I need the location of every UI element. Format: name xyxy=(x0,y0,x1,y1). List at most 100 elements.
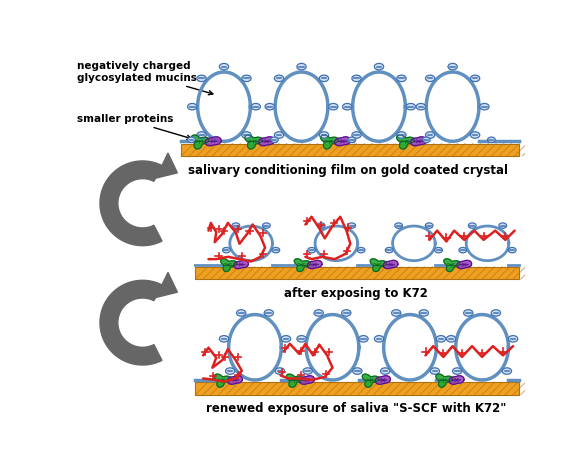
Bar xyxy=(195,382,518,395)
Polygon shape xyxy=(410,137,426,146)
Ellipse shape xyxy=(197,75,206,82)
Ellipse shape xyxy=(265,103,275,110)
Ellipse shape xyxy=(262,223,271,228)
Ellipse shape xyxy=(397,75,406,82)
Ellipse shape xyxy=(395,223,402,228)
Bar xyxy=(195,267,518,279)
Ellipse shape xyxy=(226,368,235,374)
Ellipse shape xyxy=(275,75,284,82)
Ellipse shape xyxy=(397,132,406,138)
Ellipse shape xyxy=(242,75,251,82)
Polygon shape xyxy=(245,135,262,149)
Ellipse shape xyxy=(459,247,466,253)
Polygon shape xyxy=(234,260,248,269)
Ellipse shape xyxy=(314,310,324,316)
Ellipse shape xyxy=(353,368,362,374)
Ellipse shape xyxy=(297,336,306,342)
Ellipse shape xyxy=(448,63,457,70)
Text: renewed exposure of saliva "S-SCF with K72": renewed exposure of saliva "S-SCF with K… xyxy=(206,403,506,415)
Ellipse shape xyxy=(308,247,315,253)
Ellipse shape xyxy=(374,336,384,342)
Polygon shape xyxy=(375,376,391,384)
Ellipse shape xyxy=(430,368,440,374)
Ellipse shape xyxy=(232,223,240,228)
Ellipse shape xyxy=(416,103,426,110)
Ellipse shape xyxy=(385,247,393,253)
Ellipse shape xyxy=(348,223,356,228)
Ellipse shape xyxy=(463,310,473,316)
Ellipse shape xyxy=(319,75,329,82)
Bar xyxy=(181,144,518,156)
Ellipse shape xyxy=(423,137,430,142)
Polygon shape xyxy=(259,137,275,146)
Ellipse shape xyxy=(503,368,511,374)
Ellipse shape xyxy=(275,132,284,138)
Ellipse shape xyxy=(219,336,229,342)
Polygon shape xyxy=(220,259,237,272)
Ellipse shape xyxy=(297,63,306,70)
Polygon shape xyxy=(321,135,338,149)
Ellipse shape xyxy=(508,336,518,342)
Ellipse shape xyxy=(381,368,390,374)
Ellipse shape xyxy=(188,103,197,110)
Ellipse shape xyxy=(342,310,351,316)
Ellipse shape xyxy=(426,132,435,138)
Ellipse shape xyxy=(251,103,261,110)
Ellipse shape xyxy=(282,336,291,342)
Ellipse shape xyxy=(264,310,273,316)
Polygon shape xyxy=(300,376,314,384)
Ellipse shape xyxy=(352,75,361,82)
Ellipse shape xyxy=(188,137,195,142)
Ellipse shape xyxy=(499,223,507,228)
Text: smaller proteins: smaller proteins xyxy=(77,114,191,140)
Ellipse shape xyxy=(237,310,246,316)
Ellipse shape xyxy=(317,223,325,228)
Polygon shape xyxy=(396,135,414,149)
Polygon shape xyxy=(335,137,350,146)
Ellipse shape xyxy=(436,336,445,342)
Polygon shape xyxy=(294,259,310,272)
Polygon shape xyxy=(205,137,221,146)
Ellipse shape xyxy=(348,137,356,142)
Ellipse shape xyxy=(435,247,442,253)
Ellipse shape xyxy=(419,310,429,316)
Ellipse shape xyxy=(480,103,489,110)
Ellipse shape xyxy=(219,63,229,70)
Ellipse shape xyxy=(319,132,329,138)
Polygon shape xyxy=(436,374,452,387)
Ellipse shape xyxy=(242,132,251,138)
Polygon shape xyxy=(449,376,464,384)
Ellipse shape xyxy=(470,75,480,82)
Polygon shape xyxy=(156,272,177,297)
Ellipse shape xyxy=(271,137,278,142)
Ellipse shape xyxy=(275,368,285,374)
Ellipse shape xyxy=(468,223,476,228)
Ellipse shape xyxy=(487,137,495,142)
Ellipse shape xyxy=(352,132,361,138)
Polygon shape xyxy=(307,260,322,269)
Ellipse shape xyxy=(357,247,365,253)
Polygon shape xyxy=(214,374,231,387)
Ellipse shape xyxy=(374,63,384,70)
Ellipse shape xyxy=(197,132,206,138)
Ellipse shape xyxy=(491,310,501,316)
Polygon shape xyxy=(444,259,460,272)
Ellipse shape xyxy=(329,103,338,110)
Polygon shape xyxy=(100,161,162,246)
Text: salivary conditioning film on gold coated crystal: salivary conditioning film on gold coate… xyxy=(188,164,508,177)
Polygon shape xyxy=(227,376,243,384)
Polygon shape xyxy=(156,153,177,178)
Polygon shape xyxy=(370,259,387,272)
Ellipse shape xyxy=(452,368,462,374)
Polygon shape xyxy=(362,374,379,387)
Polygon shape xyxy=(100,280,162,365)
Polygon shape xyxy=(191,135,209,149)
Ellipse shape xyxy=(426,75,435,82)
Ellipse shape xyxy=(406,103,416,110)
Polygon shape xyxy=(457,260,472,269)
Polygon shape xyxy=(383,260,398,269)
Ellipse shape xyxy=(359,336,368,342)
Polygon shape xyxy=(286,374,303,387)
Text: negatively charged
glycosylated mucins: negatively charged glycosylated mucins xyxy=(77,61,213,95)
Ellipse shape xyxy=(223,247,230,253)
